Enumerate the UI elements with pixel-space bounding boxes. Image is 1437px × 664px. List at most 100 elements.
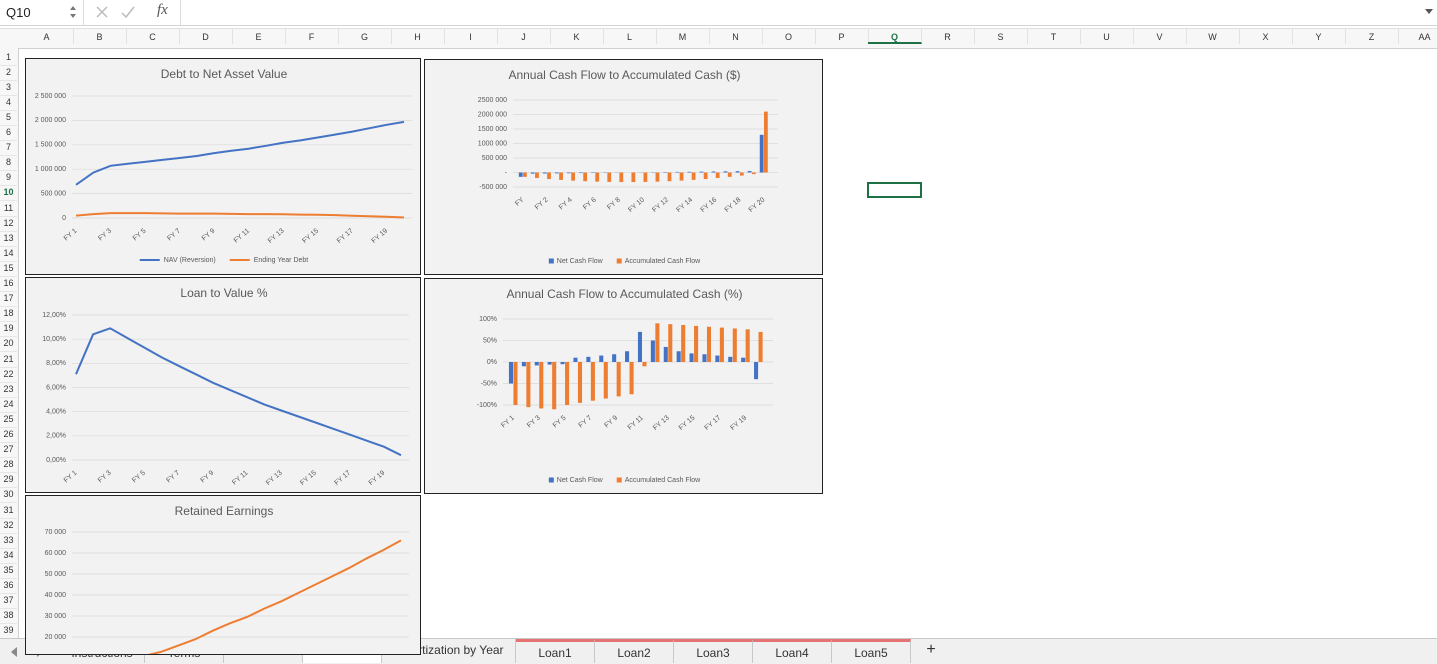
row-header[interactable]: 19	[0, 321, 17, 338]
chart[interactable]: Annual Cash Flow to Accumulated Cash (%)…	[424, 278, 823, 494]
chart[interactable]: Annual Cash Flow to Accumulated Cash ($)…	[424, 59, 823, 275]
row-header[interactable]: 30	[0, 487, 17, 504]
legend-label: NAV (Reversion)	[164, 257, 216, 264]
name-box-spinner[interactable]	[68, 2, 78, 22]
bar	[642, 362, 647, 367]
row-header[interactable]: 37	[0, 593, 17, 610]
chart[interactable]: Loan to Value % 0,00% 2,00% 4,00% 6,00% 8,00%…	[25, 277, 421, 493]
legend-label: Net Cash Flow	[557, 477, 604, 484]
bar	[513, 362, 518, 405]
column-header[interactable]: M	[656, 29, 710, 44]
bar	[565, 362, 570, 405]
row-header[interactable]: 24	[0, 397, 17, 413]
y-tick-label: 1 500 000	[35, 142, 66, 149]
row-header[interactable]: 38	[0, 608, 17, 625]
column-header[interactable]: X	[1239, 29, 1293, 44]
row-header[interactable]: 20	[0, 336, 17, 353]
row-header[interactable]: 4	[0, 95, 17, 111]
column-header[interactable]: L	[603, 29, 657, 44]
y-tick-label: -500 000	[479, 184, 507, 191]
row-header[interactable]: 28	[0, 457, 17, 474]
column-header[interactable]: H	[391, 29, 445, 44]
row-header[interactable]: 35	[0, 563, 17, 579]
column-header[interactable]: W	[1186, 29, 1240, 44]
row-header[interactable]: 33	[0, 533, 17, 549]
row-header[interactable]: 36	[0, 578, 17, 594]
row-header[interactable]: 22	[0, 367, 17, 383]
formula-buttons[interactable]	[96, 6, 156, 20]
column-header[interactable]: A	[20, 29, 74, 44]
column-header[interactable]: AA	[1398, 29, 1437, 44]
sheet-tab[interactable]: Loan5	[832, 639, 911, 663]
column-header[interactable]: O	[762, 29, 816, 44]
chart[interactable]: Debt to Net Asset Value 0 500 000 1 000 000…	[25, 58, 421, 275]
sheet-tab[interactable]: Loan3	[674, 639, 753, 663]
row-header[interactable]: 12	[0, 216, 17, 232]
column-header[interactable]: U	[1080, 29, 1134, 44]
column-header[interactable]: C	[126, 29, 180, 44]
column-header[interactable]: Y	[1292, 29, 1346, 44]
row-header[interactable]: 5	[0, 110, 17, 126]
row-header[interactable]: 6	[0, 125, 17, 141]
bar	[554, 172, 559, 174]
row-header[interactable]: 8	[0, 155, 17, 172]
expand-arrow[interactable]	[1424, 8, 1434, 16]
name-box[interactable]: Q10	[6, 5, 31, 20]
bar	[715, 172, 720, 179]
column-header[interactable]: R	[921, 29, 975, 44]
row-header[interactable]: 11	[0, 201, 17, 217]
bar	[508, 362, 513, 384]
x-tick-label: FY 11	[233, 228, 251, 245]
row-header[interactable]: 3	[0, 80, 17, 96]
row-header[interactable]: 31	[0, 503, 17, 519]
bar	[667, 172, 672, 182]
column-header[interactable]: F	[285, 29, 339, 44]
sheet-tab[interactable]: Loan1	[516, 639, 595, 663]
column-header[interactable]: T	[1027, 29, 1081, 44]
row-header[interactable]: 9	[0, 170, 17, 187]
row-header[interactable]: 34	[0, 548, 17, 564]
column-header[interactable]: V	[1133, 29, 1187, 44]
bar	[727, 172, 732, 177]
row-header[interactable]: 18	[0, 306, 17, 323]
column-header[interactable]: G	[338, 29, 392, 44]
column-header[interactable]: B	[73, 29, 127, 44]
row-header[interactable]: 39	[0, 623, 17, 640]
row-header[interactable]: 17	[0, 291, 17, 308]
function-button[interactable]: fx	[157, 2, 168, 18]
column-header[interactable]: P	[815, 29, 869, 44]
column-header[interactable]: Q	[868, 29, 922, 44]
bar	[723, 171, 728, 173]
column-header[interactable]: I	[444, 29, 498, 44]
row-header[interactable]: 21	[0, 352, 17, 368]
column-header[interactable]: K	[550, 29, 604, 44]
row-header[interactable]: 10	[0, 185, 17, 202]
column-header[interactable]: Z	[1345, 29, 1399, 44]
row-header[interactable]: 1	[0, 50, 17, 66]
row-header[interactable]: 2	[0, 65, 17, 81]
column-header[interactable]: J	[497, 29, 551, 44]
row-header[interactable]: 16	[0, 276, 17, 292]
line-series	[75, 327, 402, 457]
column-header[interactable]: S	[974, 29, 1028, 44]
add-sheet-button[interactable]: +	[926, 641, 936, 658]
selected-cell[interactable]	[867, 182, 922, 198]
row-header[interactable]: 32	[0, 518, 17, 534]
row-header[interactable]: 25	[0, 412, 17, 428]
sheet-tab[interactable]: Loan4	[753, 639, 832, 663]
x-tick-label: FY 5	[131, 470, 147, 485]
chart[interactable]: Retained Earnings 20 000 30 000 40 000 50 00…	[25, 495, 421, 655]
row-header[interactable]: 26	[0, 427, 17, 443]
row-header[interactable]: 23	[0, 382, 17, 398]
row-header[interactable]: 29	[0, 472, 17, 489]
row-header[interactable]: 13	[0, 231, 17, 247]
sheet-tab[interactable]: Loan2	[595, 639, 674, 663]
column-header[interactable]: D	[179, 29, 233, 44]
column-header[interactable]: N	[709, 29, 763, 44]
row-header[interactable]: 27	[0, 442, 17, 459]
bar	[702, 354, 707, 362]
row-header[interactable]: 7	[0, 140, 17, 157]
column-header[interactable]: E	[232, 29, 286, 44]
row-header[interactable]: 15	[0, 261, 17, 277]
row-header[interactable]: 14	[0, 246, 17, 262]
